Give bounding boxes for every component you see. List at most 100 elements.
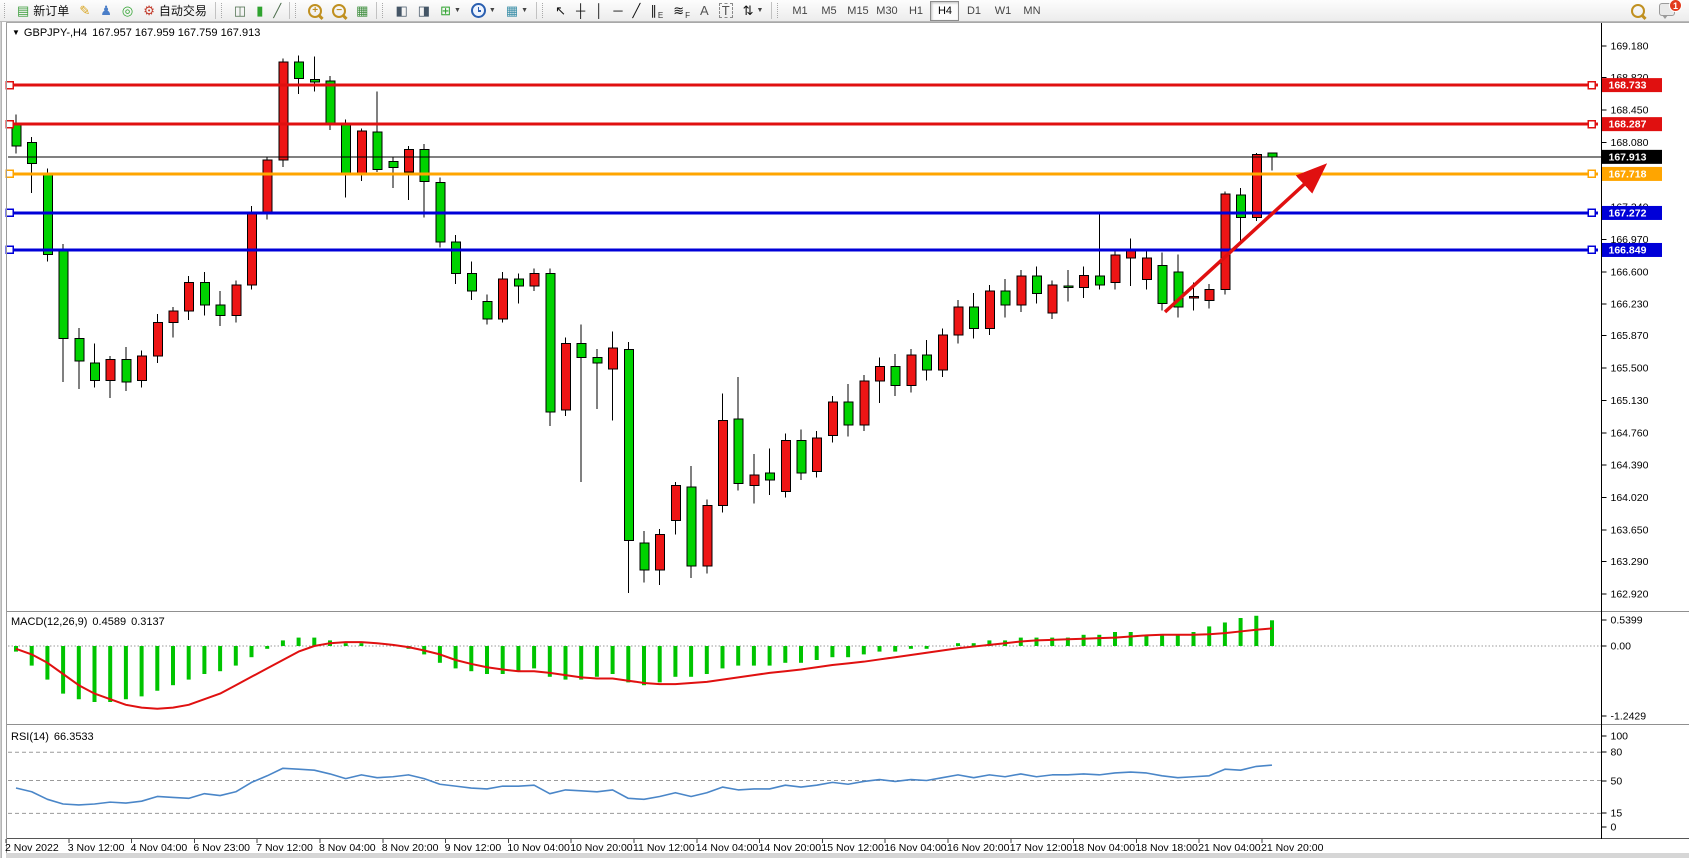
channel-button[interactable]: ∥ E xyxy=(646,0,667,21)
chevron-down-icon[interactable]: ▼ xyxy=(488,7,496,14)
candle-body xyxy=(1220,193,1231,290)
time-tick-label: 10 Nov 04:00 xyxy=(507,842,570,854)
highlight-button[interactable]: ✎ xyxy=(75,0,94,21)
chart-title: ▼ GBPJPY-,H4 167.957 167.959 167.759 167.9… xyxy=(12,27,260,39)
fibonacci-button[interactable]: ≋ F xyxy=(669,0,694,21)
time-tick-label: 8 Nov 04:00 xyxy=(319,842,376,854)
timeframe-button-h1[interactable]: H1 xyxy=(908,4,924,17)
chart-dropdown-icon[interactable]: ▼ xyxy=(12,28,20,37)
candle-body xyxy=(121,358,132,383)
indicator-window-button[interactable]: ◧ xyxy=(391,0,411,21)
candle-body xyxy=(294,61,305,79)
candle-body xyxy=(639,542,650,571)
line-handle[interactable] xyxy=(1587,80,1596,90)
time-tick-label: 14 Nov 04:00 xyxy=(696,842,759,854)
line-chart-button[interactable]: ╱ xyxy=(269,0,285,21)
trend-arrow[interactable] xyxy=(1163,163,1328,314)
timeframe-button-d1[interactable]: D1 xyxy=(966,4,982,17)
indicator-axis-label: 0.5399 xyxy=(1611,615,1643,627)
price-chart-canvas: 169.180168.820168.450168.080167.710167.3… xyxy=(0,22,1689,858)
line-handle[interactable] xyxy=(5,80,14,90)
candle-body xyxy=(1032,275,1042,295)
timeframe-button-m1[interactable]: M1 xyxy=(792,4,808,17)
chevron-down-icon[interactable]: ▼ xyxy=(521,7,529,14)
new-order-button[interactable]: ▤ 新订单 xyxy=(13,0,73,21)
line-handle[interactable] xyxy=(5,208,14,218)
candle-body xyxy=(466,273,477,292)
candle-body xyxy=(937,334,948,371)
candle-body xyxy=(1236,194,1247,218)
rsi-indicator-label: RSI(14) 66.3533 xyxy=(11,731,94,743)
zoom-in-button[interactable]: + xyxy=(304,0,326,21)
trendline-button[interactable]: ╱ xyxy=(629,0,645,21)
candle-body xyxy=(953,306,964,336)
auto-trading-button[interactable]: ⚙ 自动交易 xyxy=(139,0,211,21)
horizontal-line-button[interactable]: ─ xyxy=(609,0,626,21)
candle-body xyxy=(1267,152,1278,158)
line-handle[interactable] xyxy=(5,169,14,179)
vertical-line-icon: │ xyxy=(595,3,604,18)
line-handle[interactable] xyxy=(1587,119,1596,129)
timeframe-button-w1[interactable]: W1 xyxy=(994,4,1012,17)
macd-name: MACD(12,26,9) xyxy=(11,616,88,628)
time-tick-label: 16 Nov 04:00 xyxy=(884,842,947,854)
signals-button[interactable]: ◎ xyxy=(118,0,137,21)
candle-body xyxy=(592,357,603,364)
candle-body xyxy=(278,61,289,161)
candle-body xyxy=(1079,274,1090,288)
periods-button[interactable]: ▼ xyxy=(467,0,500,21)
zoom-out-button[interactable]: − xyxy=(328,0,350,21)
line-handle[interactable] xyxy=(5,119,14,129)
candle-body xyxy=(812,437,823,472)
text-label-button[interactable]: T xyxy=(715,0,737,21)
line-handle[interactable] xyxy=(1587,208,1596,218)
horizontal-line-icon: ─ xyxy=(613,3,623,18)
line-handle[interactable] xyxy=(1587,245,1596,255)
candle-body xyxy=(498,278,509,320)
auto-scroll-button[interactable]: ◨ xyxy=(414,0,434,21)
rsi-name: RSI(14) xyxy=(11,731,49,743)
timeframe-button-mn[interactable]: MN xyxy=(1023,4,1041,17)
price-tag xyxy=(1602,78,1662,93)
expert-advisor-icon: ♟ xyxy=(100,3,112,18)
candle-body xyxy=(404,148,414,173)
notifications-button[interactable]: 1 xyxy=(1659,0,1682,19)
timeframe-button-m30[interactable]: M30 xyxy=(876,4,898,17)
tile-windows-button[interactable]: ▦ xyxy=(352,0,372,21)
candlestick-chart-button[interactable]: ▮ xyxy=(252,0,267,21)
text-button[interactable]: A xyxy=(696,0,713,21)
candle-body xyxy=(184,281,195,312)
expert-advisors-button[interactable]: ♟ xyxy=(96,0,116,21)
vertical-line-button[interactable]: │ xyxy=(591,0,607,21)
line-handle[interactable] xyxy=(1587,169,1596,179)
crosshair-icon: ┼ xyxy=(575,3,586,18)
macd-pane xyxy=(8,615,1601,710)
line-chart-icon: ╱ xyxy=(273,3,282,18)
templates-button[interactable]: ▦ ▼ xyxy=(502,0,532,21)
chevron-down-icon[interactable]: ▼ xyxy=(453,7,461,14)
price-tag xyxy=(1602,166,1662,181)
macd-value: 0.4589 xyxy=(92,616,127,628)
price-tick-label: 165.500 xyxy=(1611,363,1649,375)
bar-chart-button[interactable]: ◫ xyxy=(230,0,250,21)
price-tick-label: 163.650 xyxy=(1611,524,1649,536)
timeframe-button-m15[interactable]: M15 xyxy=(847,4,869,17)
timeframe-button-m5[interactable]: M5 xyxy=(821,4,837,17)
fibonacci-icon-sub: F xyxy=(685,11,691,20)
timeframe-button-h4[interactable]: H4 xyxy=(930,0,960,21)
price-tag-label: 168.733 xyxy=(1609,80,1647,92)
arrows-button[interactable]: ⇅ ▼ xyxy=(739,0,768,21)
chevron-down-icon[interactable]: ▼ xyxy=(756,7,764,14)
cursor-button[interactable]: ↖ xyxy=(551,0,570,21)
support-resistance-line[interactable] xyxy=(5,245,1598,255)
crosshair-button[interactable]: ┼ xyxy=(572,0,589,21)
add-indicator-button[interactable]: ⊞ ▼ xyxy=(436,0,465,21)
signal-icon: ◎ xyxy=(121,3,134,18)
support-resistance-line[interactable] xyxy=(5,208,1598,218)
indicator-axis-label: 0.00 xyxy=(1611,641,1632,653)
line-handle[interactable] xyxy=(5,245,14,255)
candle-body xyxy=(27,141,38,164)
time-axis[interactable]: 2 Nov 2022 3 Nov 12:00 4 Nov 04:00 6 Nov 23… xyxy=(5,839,1324,854)
candle-body xyxy=(215,304,226,316)
search-icon[interactable] xyxy=(1631,3,1645,18)
